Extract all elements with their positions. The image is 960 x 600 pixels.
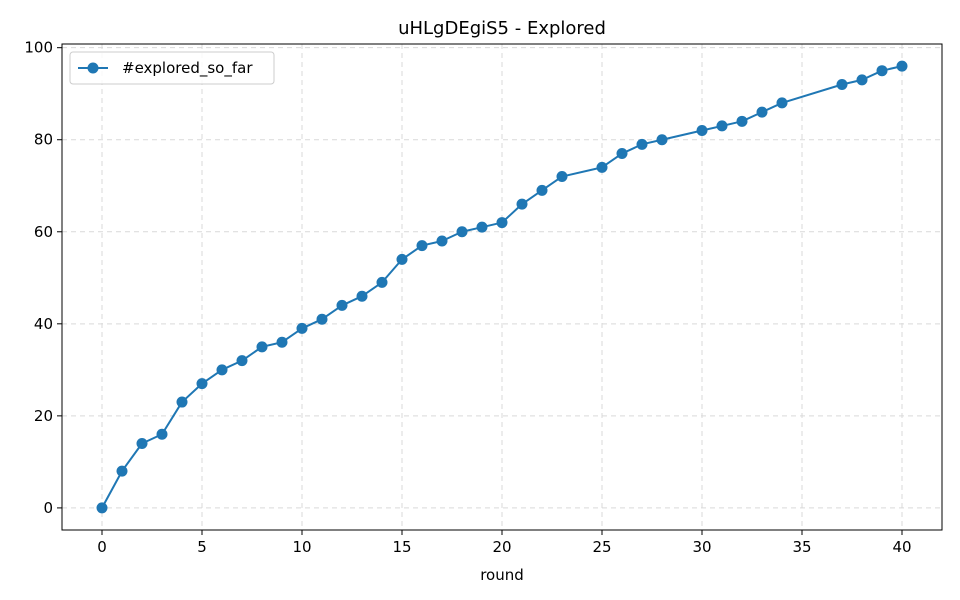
data-point-marker: [256, 341, 268, 353]
data-point-marker: [536, 184, 548, 196]
x-tick-label: 20: [492, 538, 511, 556]
data-point-marker: [196, 378, 208, 390]
data-point-marker: [776, 97, 788, 109]
chart-title: uHLgDEgiS5 - Explored: [398, 18, 606, 39]
x-tick-label: 10: [292, 538, 311, 556]
data-point-marker: [316, 313, 328, 325]
data-point-marker: [736, 115, 748, 127]
y-tick-label: 100: [24, 39, 53, 57]
data-point-marker: [836, 79, 848, 90]
data-point-marker: [216, 364, 228, 376]
y-tick-label: 20: [34, 407, 53, 425]
series-layer: [96, 60, 908, 514]
data-point-marker: [856, 74, 868, 86]
x-tick-label: 35: [792, 538, 811, 556]
axis-ticks: 0 5 10 15 20 25 30 35 40 0 20 40 60 80 100: [24, 39, 911, 556]
data-point-marker: [156, 428, 168, 440]
data-point-marker: [136, 437, 148, 449]
data-point-marker: [496, 217, 508, 229]
x-tick-label: 25: [592, 538, 611, 556]
data-point-marker: [716, 120, 728, 132]
grid-lines: [62, 44, 942, 530]
data-point-marker: [116, 465, 128, 477]
y-tick-label: 0: [43, 499, 53, 517]
data-point-marker: [616, 148, 628, 160]
legend-box: [69, 51, 275, 85]
data-point-marker: [516, 198, 528, 210]
data-point-marker: [696, 125, 708, 137]
legend: #explored_so_far: [69, 51, 275, 85]
y-tick-label: 40: [34, 315, 53, 333]
data-point-marker: [476, 221, 488, 233]
data-point-marker: [276, 336, 288, 348]
x-tick-label: 0: [97, 538, 107, 556]
x-axis-label: round: [480, 566, 524, 584]
y-tick-label: 60: [34, 223, 53, 241]
data-point-marker: [396, 253, 408, 265]
data-point-marker: [336, 299, 348, 311]
data-point-marker: [636, 138, 648, 150]
legend-entry-label: #explored_so_far: [122, 59, 253, 78]
data-point-marker: [376, 276, 388, 288]
x-tick-label: 30: [692, 538, 711, 556]
data-point-marker: [296, 322, 308, 334]
data-point-marker: [896, 60, 908, 72]
data-point-marker: [596, 161, 608, 173]
data-point-marker: [756, 106, 768, 118]
data-point-marker: [456, 226, 468, 238]
data-point-marker: [176, 396, 188, 408]
x-tick-label: 15: [392, 538, 411, 556]
data-point-marker: [656, 134, 668, 146]
x-tick-label: 5: [197, 538, 207, 556]
data-point-marker: [556, 171, 568, 183]
data-point-marker: [436, 235, 448, 247]
data-point-marker: [96, 502, 108, 514]
x-tick-label: 40: [892, 538, 911, 556]
data-point-marker: [416, 240, 428, 252]
legend-marker-swatch: [87, 62, 99, 74]
data-point-marker: [876, 65, 888, 77]
data-point-marker: [236, 355, 248, 367]
y-tick-label: 80: [34, 131, 53, 149]
data-point-marker: [356, 290, 368, 302]
